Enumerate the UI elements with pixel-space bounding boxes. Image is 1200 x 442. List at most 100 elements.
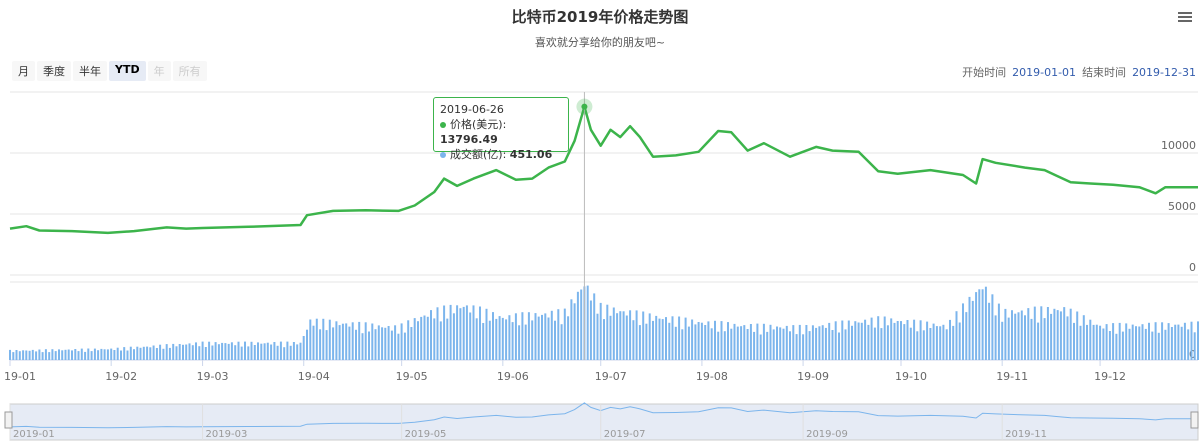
volume-bar	[1151, 331, 1154, 360]
volume-bar	[469, 312, 472, 360]
volume-bar	[217, 344, 220, 360]
volume-bar	[844, 329, 847, 360]
volume-bar	[661, 319, 664, 360]
volume-bar	[893, 322, 896, 360]
volume-bar	[674, 326, 677, 360]
volume-bar	[276, 345, 279, 360]
volume-bar	[909, 327, 912, 360]
volume-bar	[394, 325, 397, 360]
price-series-line	[9, 105, 1198, 235]
volume-bar	[785, 325, 788, 360]
volume-bar	[557, 309, 560, 360]
volume-bar	[84, 351, 87, 360]
volume-bar	[149, 347, 152, 360]
volume-bar	[351, 322, 354, 360]
volume-bar	[616, 313, 619, 360]
volume-bar	[508, 315, 511, 360]
x-tick-label: 19-04	[298, 370, 330, 383]
volume-bar	[736, 326, 739, 360]
volume-bar	[58, 349, 60, 360]
volume-bar	[407, 320, 410, 360]
volume-bar	[704, 325, 707, 360]
volume-bar	[1007, 317, 1010, 360]
volume-bar	[449, 304, 452, 360]
volume-bar	[165, 344, 168, 360]
volume-bar	[769, 324, 772, 360]
volume-bar	[201, 341, 204, 360]
range-button-month[interactable]: 月	[12, 61, 35, 81]
volume-bar	[625, 315, 628, 360]
volume-bar	[838, 332, 840, 360]
range-button-ytd[interactable]: YTD	[109, 61, 146, 81]
volume-bar	[916, 331, 919, 360]
to-date-input[interactable]: 2019-12-31	[1132, 65, 1196, 79]
volume-bar	[560, 324, 563, 360]
volume-bar	[913, 319, 916, 360]
volume-bar	[12, 352, 15, 360]
price-tick-label: 5000	[1168, 200, 1196, 213]
volume-bar	[779, 327, 782, 360]
volume-bar	[286, 341, 289, 360]
volume-bar	[221, 342, 224, 360]
volume-bar	[1115, 333, 1118, 360]
range-button-all[interactable]: 所有	[172, 61, 207, 81]
volume-bar	[110, 348, 113, 360]
volume-bar	[97, 350, 100, 360]
volume-bar	[1174, 324, 1177, 360]
volume-bar	[1108, 331, 1111, 360]
volume-bar	[1082, 315, 1085, 360]
volume-bar	[746, 329, 749, 360]
volume-bar	[410, 327, 413, 360]
volume-bar	[152, 345, 155, 360]
volume-bar	[492, 312, 494, 360]
volume-bar	[886, 325, 889, 360]
volume-bar	[984, 286, 987, 360]
navigator-handle-right[interactable]	[1190, 411, 1199, 429]
from-date-input[interactable]: 2019-01-01	[1012, 65, 1077, 79]
volume-bar	[1187, 329, 1190, 360]
volume-bar	[240, 346, 243, 360]
range-inputs: 开始时间 2019-01-01 结束时间 2019-12-31	[962, 64, 1196, 80]
volume-bar	[1027, 308, 1030, 360]
volume-bar	[1154, 322, 1157, 360]
volume-bar	[319, 329, 322, 360]
volume-bar	[155, 348, 158, 360]
volume-bar	[208, 341, 211, 360]
volume-bar	[949, 319, 951, 360]
volume-bar	[1148, 322, 1150, 360]
volume-bar	[658, 318, 661, 360]
volume-bar	[1037, 322, 1040, 360]
volume-bar	[524, 324, 527, 360]
volume-bar	[655, 315, 658, 360]
volume-bar	[315, 318, 318, 360]
volume-bar	[697, 322, 700, 360]
volume-bar	[573, 303, 576, 360]
volume-bar	[877, 316, 880, 360]
volume-bar	[263, 343, 266, 360]
volume-bar	[642, 311, 645, 360]
volume-bar	[903, 324, 906, 360]
volume-bar	[1135, 326, 1137, 360]
range-button-quarter[interactable]: 季度	[37, 61, 71, 81]
volume-bar	[665, 317, 667, 360]
volume-bar	[638, 325, 641, 360]
volume-bar	[710, 328, 713, 360]
navigator-handle-left[interactable]	[4, 411, 13, 429]
hamburger-menu-icon[interactable]	[1178, 10, 1192, 24]
volume-bar	[430, 310, 432, 360]
volume-bar	[182, 344, 184, 360]
volume-bar	[71, 350, 73, 360]
volume-bar	[929, 328, 932, 360]
volume-bar	[368, 331, 370, 360]
range-button-year[interactable]: 年	[147, 61, 171, 81]
volume-bar	[505, 319, 508, 360]
x-tick-label: 19-08	[696, 370, 728, 383]
range-button-half-year[interactable]: 半年	[73, 61, 107, 81]
volume-bar	[1118, 322, 1121, 360]
x-tick-label: 19-02	[105, 370, 137, 383]
volume-bar	[309, 319, 312, 360]
volume-bar	[390, 330, 393, 360]
volume-bar	[622, 311, 625, 360]
volume-bar	[802, 334, 805, 360]
volume-bar	[387, 326, 390, 360]
